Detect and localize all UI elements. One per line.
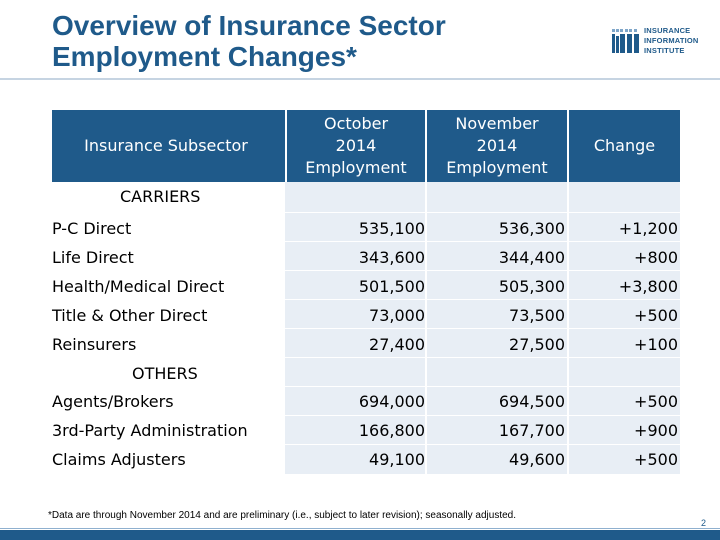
logo-line-2: INFORMATION — [644, 36, 699, 45]
header-divider — [0, 78, 720, 80]
section-label-others: OTHERS — [132, 364, 198, 383]
row-separator — [285, 386, 680, 387]
row-oct-value: 501,500 — [358, 277, 425, 296]
row-name: Reinsurers — [52, 335, 137, 354]
row-nov-value: 694,500 — [498, 392, 565, 411]
row-separator — [285, 444, 680, 445]
row-separator — [285, 212, 680, 213]
row-change-value: +800 — [634, 248, 678, 267]
iii-logo-icon — [612, 29, 639, 53]
row-change-value: +3,800 — [618, 277, 678, 296]
row-name: P-C Direct — [52, 219, 132, 238]
header-change-label: Change — [593, 136, 656, 155]
row-separator — [285, 415, 680, 416]
row-oct-value: 27,400 — [369, 335, 425, 354]
row-oct-value: 535,100 — [358, 219, 425, 238]
page-number: 2 — [700, 518, 706, 528]
row-separator — [285, 241, 680, 242]
row-oct-value: 49,100 — [369, 450, 425, 469]
footer-thin-rule — [0, 528, 720, 529]
row-change-value: +900 — [634, 421, 678, 440]
row-change-value: +1,200 — [618, 219, 678, 238]
section-label-carriers: CARRIERS — [120, 187, 201, 206]
row-oct-value: 73,000 — [369, 306, 425, 325]
header-october-line-1: October — [323, 114, 389, 133]
header-october-line-3: Employment — [305, 158, 407, 177]
row-nov-value: 536,300 — [498, 219, 565, 238]
row-change-value: +500 — [634, 306, 678, 325]
table-header-october: October 2014 Employment — [287, 110, 425, 182]
header-november-line-1: November — [455, 114, 539, 133]
row-oct-value: 166,800 — [358, 421, 425, 440]
row-name: Claims Adjusters — [52, 450, 186, 469]
row-separator — [285, 357, 680, 358]
row-name: Agents/Brokers — [52, 392, 174, 411]
row-name: Title & Other Direct — [52, 306, 208, 325]
page-title: Overview of Insurance Sector Employment … — [52, 10, 572, 72]
row-nov-value: 344,400 — [498, 248, 565, 267]
row-nov-value: 49,600 — [509, 450, 565, 469]
header-subsector-label: Insurance Subsector — [84, 136, 248, 155]
table-header-change: Change — [569, 110, 680, 182]
row-nov-value: 167,700 — [498, 421, 565, 440]
logo-line-1: INSURANCE — [644, 26, 691, 35]
row-name: 3rd-Party Administration — [52, 421, 248, 440]
row-separator — [285, 270, 680, 271]
row-oct-value: 694,000 — [358, 392, 425, 411]
footnote: *Data are through November 2014 and are … — [48, 510, 517, 521]
header-november-line-3: Employment — [446, 158, 548, 177]
title-line-1: Overview of Insurance Sector — [52, 10, 446, 41]
row-nov-value: 73,500 — [509, 306, 565, 325]
row-name: Health/Medical Direct — [52, 277, 225, 296]
row-change-value: +100 — [634, 335, 678, 354]
row-separator — [285, 299, 680, 300]
row-change-value: +500 — [634, 450, 678, 469]
header-october-line-2: 2014 — [335, 136, 377, 155]
row-nov-value: 505,300 — [498, 277, 565, 296]
row-separator — [285, 328, 680, 329]
title-line-2: Employment Changes* — [52, 41, 357, 72]
row-nov-value: 27,500 — [509, 335, 565, 354]
header-november-line-2: 2014 — [476, 136, 518, 155]
row-name: Life Direct — [52, 248, 134, 267]
row-change-value: +500 — [634, 392, 678, 411]
table-header-november: November 2014 Employment — [427, 110, 567, 182]
iii-logo: INSURANCE INFORMATION INSTITUTE — [612, 24, 712, 60]
footer-bar — [0, 530, 720, 540]
logo-line-3: INSTITUTE — [644, 46, 685, 55]
table-header-subsector: Insurance Subsector — [52, 110, 285, 182]
row-oct-value: 343,600 — [358, 248, 425, 267]
